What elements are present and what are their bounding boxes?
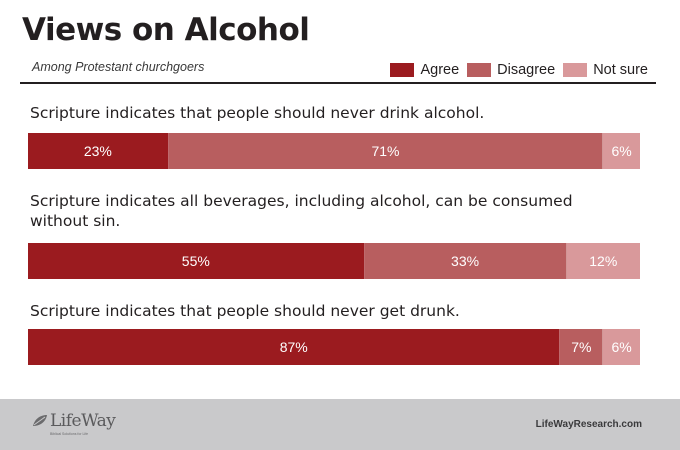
bar-segment-not-sure: 12% bbox=[566, 243, 640, 279]
logo-text: LifeWay bbox=[50, 411, 116, 431]
legend-label-disagree: Disagree bbox=[497, 62, 556, 78]
bar-segment-agree: 23% bbox=[28, 133, 169, 169]
header-divider bbox=[20, 82, 656, 84]
legend-item-disagree: Disagree bbox=[467, 62, 555, 78]
legend-item-not-sure: Not sure bbox=[563, 62, 648, 78]
bar-segment-disagree: 33% bbox=[364, 243, 567, 279]
legend-label-agree: Agree bbox=[420, 62, 460, 78]
statement-2: Scripture indicates all beverages, inclu… bbox=[30, 192, 573, 230]
legend-swatch-disagree bbox=[467, 63, 492, 77]
statement-3: Scripture indicates that people should n… bbox=[30, 302, 460, 320]
bar-segment-disagree: 7% bbox=[560, 329, 604, 365]
stacked-bar-2: 55% 33% 12% bbox=[28, 243, 640, 279]
bar-segment-agree: 87% bbox=[28, 329, 561, 365]
lifeway-leaf-icon bbox=[33, 415, 47, 426]
statement-1: Scripture indicates that people should n… bbox=[30, 104, 485, 122]
bar-segment-disagree: 71% bbox=[168, 133, 604, 169]
lifeway-logo: LifeWay Biblical Solutions for Life bbox=[32, 411, 116, 436]
stacked-bar-1: 23% 71% 6% bbox=[28, 133, 640, 169]
bar-segment-agree: 55% bbox=[28, 243, 365, 279]
bar-segment-not-sure: 6% bbox=[603, 133, 640, 169]
website-link[interactable]: LifeWayResearch.com bbox=[535, 419, 642, 430]
legend-label-not-sure: Not sure bbox=[593, 62, 648, 78]
bar-segment-not-sure: 6% bbox=[603, 329, 640, 365]
chart-subtitle: Among Protestant churchgoers bbox=[32, 60, 205, 74]
logo-tagline: Biblical Solutions for Life bbox=[50, 432, 89, 436]
chart-title: Views on Alcohol bbox=[22, 12, 310, 48]
legend-item-agree: Agree bbox=[390, 62, 459, 78]
footer: LifeWay Biblical Solutions for Life Life… bbox=[0, 399, 680, 450]
legend-swatch-agree bbox=[390, 63, 415, 77]
legend-swatch-not-sure bbox=[563, 63, 588, 77]
legend: Agree Disagree Not sure bbox=[390, 62, 648, 78]
stacked-bar-3: 87% 7% 6% bbox=[28, 329, 640, 365]
